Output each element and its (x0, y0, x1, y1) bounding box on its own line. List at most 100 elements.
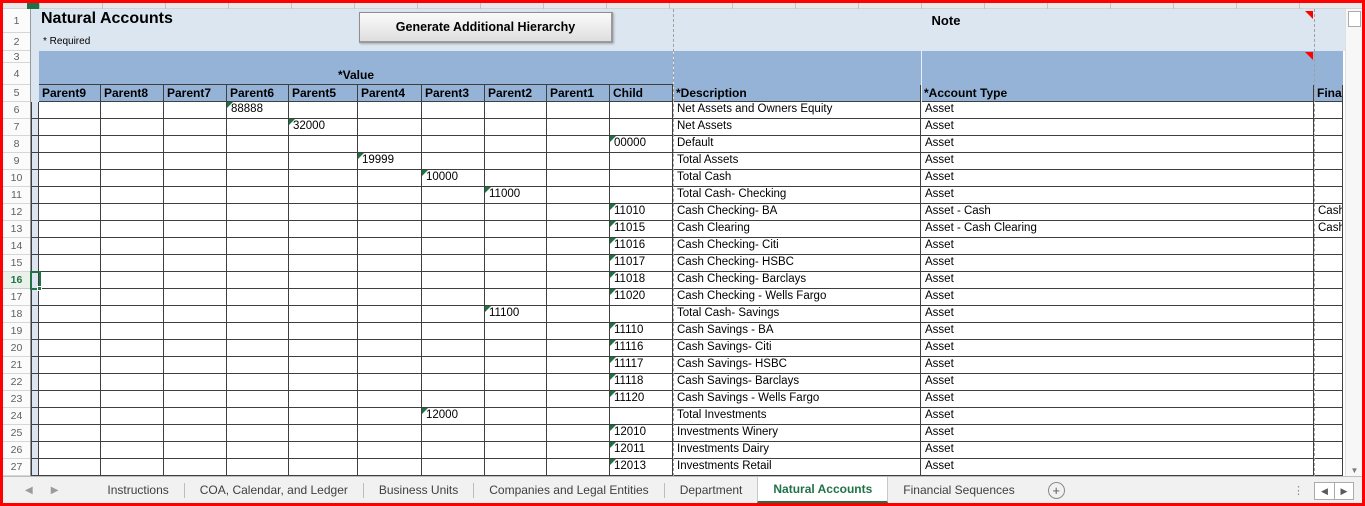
cell-parent7-17[interactable] (164, 289, 227, 306)
cell-a22[interactable] (31, 374, 39, 391)
cell-parent2-6[interactable] (485, 102, 547, 119)
tab-coa-calendar-and-ledger[interactable]: COA, Calendar, and Ledger (199, 483, 348, 497)
cell-description-19[interactable]: Cash Savings - BA (673, 323, 921, 340)
cell-parent9-6[interactable] (39, 102, 101, 119)
cell-child-12[interactable]: 11010 (610, 204, 673, 221)
cell-parent6-9[interactable] (227, 153, 289, 170)
cell-parent4-27[interactable] (358, 459, 422, 476)
row-header-23[interactable]: 23 (3, 391, 30, 408)
cell-parent4-24[interactable] (358, 408, 422, 425)
cell-parent7-13[interactable] (164, 221, 227, 238)
cell-a17[interactable] (31, 289, 39, 306)
cell-financial-8[interactable] (1314, 136, 1343, 153)
cell-child-11[interactable] (610, 187, 673, 204)
row-header-14[interactable]: 14 (3, 238, 30, 255)
cell-parent9-10[interactable] (39, 170, 101, 187)
cell-child-14[interactable]: 11016 (610, 238, 673, 255)
cell-parent4-9[interactable]: 19999 (358, 153, 422, 170)
cell-financial-23[interactable] (1314, 391, 1343, 408)
cell-parent8-18[interactable] (101, 306, 164, 323)
cell-parent6-11[interactable] (227, 187, 289, 204)
cell-child-27[interactable]: 12013 (610, 459, 673, 476)
cell-parent1-19[interactable] (547, 323, 610, 340)
cell-a26[interactable] (31, 442, 39, 459)
cell-parent3-15[interactable] (422, 255, 485, 272)
cell-financial-10[interactable] (1314, 170, 1343, 187)
cell-child-16[interactable]: 11018 (610, 272, 673, 289)
cell-parent4-22[interactable] (358, 374, 422, 391)
cell-parent2-18[interactable]: 11100 (485, 306, 547, 323)
cell-parent4-15[interactable] (358, 255, 422, 272)
cell-financial-22[interactable] (1314, 374, 1343, 391)
tab-financial-sequences[interactable]: Financial Sequences (903, 483, 1015, 497)
scroll-right-icon[interactable]: ▶ (1334, 482, 1353, 499)
cell-parent4-7[interactable] (358, 119, 422, 136)
cell-parent8-23[interactable] (101, 391, 164, 408)
cell-parent7-24[interactable] (164, 408, 227, 425)
cell-parent9-23[interactable] (39, 391, 101, 408)
cell-parent1-24[interactable] (547, 408, 610, 425)
cell-child-20[interactable]: 11116 (610, 340, 673, 357)
cell-parent5-18[interactable] (289, 306, 358, 323)
cell-parent4-19[interactable] (358, 323, 422, 340)
cell-parent5-12[interactable] (289, 204, 358, 221)
cell-parent9-16[interactable] (39, 272, 101, 289)
cell-account-type-9[interactable]: Asset (921, 153, 1314, 170)
cell-parent3-26[interactable] (422, 442, 485, 459)
cell-a14[interactable] (31, 238, 39, 255)
cell-parent2-11[interactable]: 11000 (485, 187, 547, 204)
cell-financial-21[interactable] (1314, 357, 1343, 374)
cell-parent2-26[interactable] (485, 442, 547, 459)
cell-parent9-9[interactable] (39, 153, 101, 170)
cell-parent8-11[interactable] (101, 187, 164, 204)
column-a-strip[interactable] (31, 9, 39, 102)
row-header-2[interactable]: 2 (3, 33, 30, 51)
row-header-5[interactable]: 5 (3, 85, 30, 102)
cell-parent1-22[interactable] (547, 374, 610, 391)
row-header-3[interactable]: 3 (3, 51, 30, 63)
cell-parent8-24[interactable] (101, 408, 164, 425)
cell-parent3-16[interactable] (422, 272, 485, 289)
tabs-scroll-left-icon[interactable]: ◀ (25, 484, 33, 496)
cell-parent6-22[interactable] (227, 374, 289, 391)
row-header-21[interactable]: 21 (3, 357, 30, 374)
cell-parent8-12[interactable] (101, 204, 164, 221)
col-header-parent1[interactable]: Parent1 (547, 85, 610, 102)
cell-parent2-23[interactable] (485, 391, 547, 408)
cell-parent6-21[interactable] (227, 357, 289, 374)
cell-child-8[interactable]: 00000 (610, 136, 673, 153)
cell-parent5-11[interactable] (289, 187, 358, 204)
cell-parent8-15[interactable] (101, 255, 164, 272)
cell-parent1-14[interactable] (547, 238, 610, 255)
cell-parent2-9[interactable] (485, 153, 547, 170)
cell-parent9-22[interactable] (39, 374, 101, 391)
cell-financial-27[interactable] (1314, 459, 1343, 476)
cell-description-22[interactable]: Cash Savings- Barclays (673, 374, 921, 391)
cell-parent6-26[interactable] (227, 442, 289, 459)
cell-parent3-8[interactable] (422, 136, 485, 153)
cell-description-26[interactable]: Investments Dairy (673, 442, 921, 459)
cell-financial-11[interactable] (1314, 187, 1343, 204)
cell-parent1-26[interactable] (547, 442, 610, 459)
col-header-description[interactable]: *Description (673, 85, 921, 102)
cell-account-type-24[interactable]: Asset (921, 408, 1314, 425)
cell-financial-25[interactable] (1314, 425, 1343, 442)
cell-account-type-17[interactable]: Asset (921, 289, 1314, 306)
cell-description-17[interactable]: Cash Checking - Wells Fargo (673, 289, 921, 306)
cell-child-17[interactable]: 11020 (610, 289, 673, 306)
cell-parent7-21[interactable] (164, 357, 227, 374)
cell-description-6[interactable]: Net Assets and Owners Equity (673, 102, 921, 119)
cell-child-10[interactable] (610, 170, 673, 187)
cell-parent2-15[interactable] (485, 255, 547, 272)
cell-parent1-27[interactable] (547, 459, 610, 476)
cell-parent4-21[interactable] (358, 357, 422, 374)
cell-parent4-14[interactable] (358, 238, 422, 255)
row-header-20[interactable]: 20 (3, 340, 30, 357)
cell-financial-26[interactable] (1314, 442, 1343, 459)
cell-parent3-13[interactable] (422, 221, 485, 238)
cell-parent2-19[interactable] (485, 323, 547, 340)
cell-account-type-7[interactable]: Asset (921, 119, 1314, 136)
cell-parent7-9[interactable] (164, 153, 227, 170)
cell-description-11[interactable]: Total Cash- Checking (673, 187, 921, 204)
cell-a18[interactable] (31, 306, 39, 323)
